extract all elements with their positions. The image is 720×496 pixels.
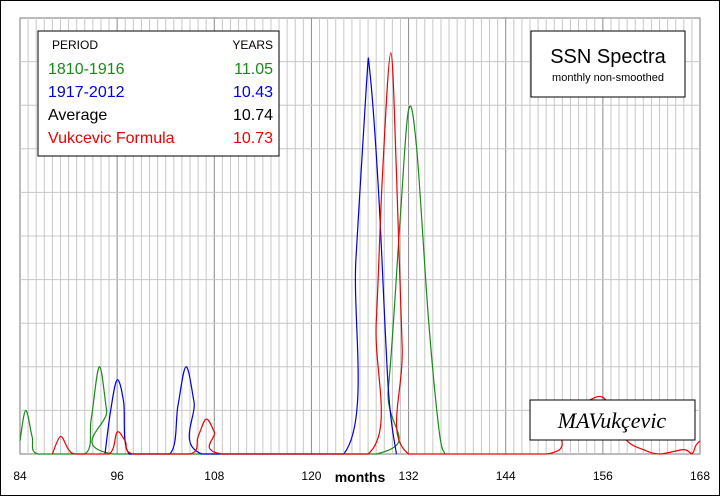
x-tick-label: 108 [204, 469, 224, 483]
x-axis-ticks: 84 96 108 120 132 144 156 168 [13, 469, 710, 483]
legend-years: 10.43 [233, 84, 273, 101]
x-tick-label: 84 [13, 469, 27, 483]
chart-title: SSN Spectra [550, 46, 666, 68]
legend-header-years: YEARS [232, 38, 273, 52]
legend-period: Vukcevic Formula [48, 130, 175, 147]
legend: PERIOD YEARS 1810-1916 11.05 1917-2012 10.4… [37, 30, 280, 157]
x-tick-label: 132 [399, 469, 419, 483]
x-tick-label: 96 [110, 469, 124, 483]
signature: MAVukçevic [557, 408, 667, 433]
x-tick-label: 168 [690, 469, 710, 483]
x-tick-label: 156 [593, 469, 613, 483]
x-tick-label: 120 [301, 469, 321, 483]
x-tick-label: 144 [496, 469, 516, 483]
x-axis-label: months [335, 469, 386, 485]
legend-header-period: PERIOD [52, 38, 98, 52]
signature-box: MAVukçevic [529, 399, 696, 441]
legend-box [37, 30, 280, 157]
legend-years: 11.05 [234, 61, 273, 78]
legend-years: 10.74 [233, 107, 273, 124]
legend-years: 10.73 [233, 130, 273, 147]
title-box: SSN Spectra monthly non-smoothed [530, 30, 686, 98]
signature-box-border [529, 399, 696, 441]
legend-period: Average [48, 107, 107, 124]
legend-period: 1917-2012 [48, 84, 125, 101]
title-box-border [530, 30, 686, 98]
legend-period: 1810-1916 [48, 61, 125, 78]
series-curves [19, 52, 701, 455]
series-line-vukcevic-formula [51, 52, 701, 455]
chart-subtitle: monthly non-smoothed [552, 72, 664, 84]
